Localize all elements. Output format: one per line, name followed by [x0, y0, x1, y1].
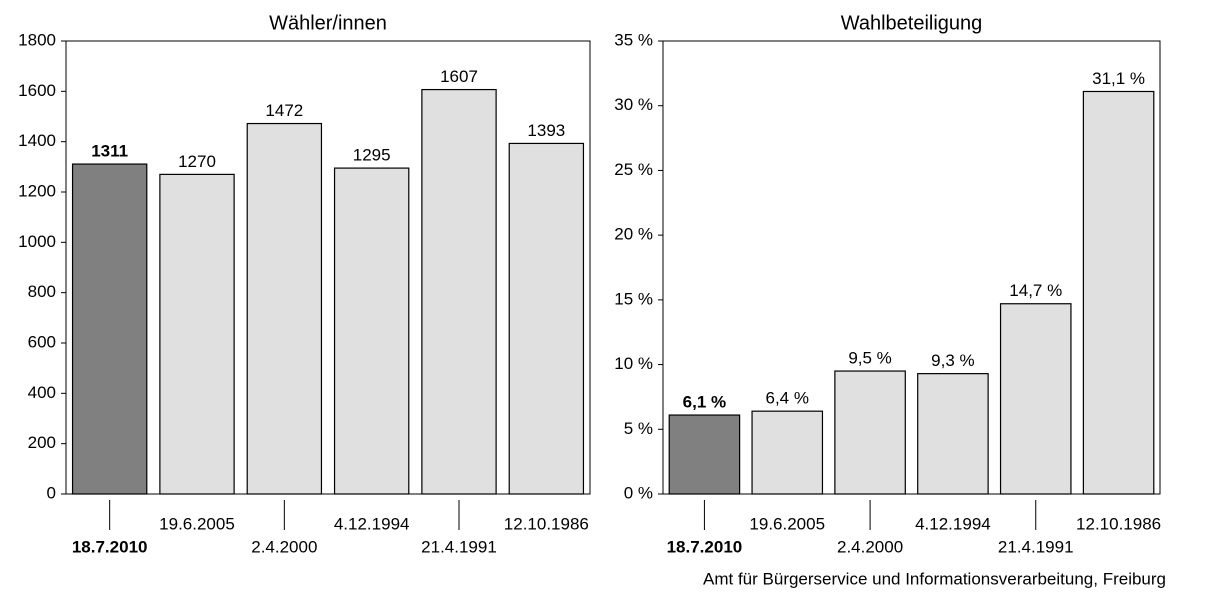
y-tick-label: 1600: [18, 81, 56, 100]
value-label: 14,7 %: [1009, 281, 1062, 300]
y-tick-label: 10 %: [614, 354, 653, 373]
value-label: 6,4 %: [766, 389, 809, 408]
value-label: 6,1 %: [683, 393, 726, 412]
y-tick-label: 400: [28, 383, 56, 402]
bar: [71, 163, 148, 495]
source-note: Amt für Bürgerservice und Informationsve…: [703, 569, 1166, 588]
value-label: 1472: [265, 101, 303, 120]
value-label: 1607: [440, 67, 478, 86]
x-tick-label: 19.6.2005: [749, 514, 825, 533]
bar: [421, 88, 497, 495]
y-tick-label: 25 %: [614, 160, 653, 179]
bar: [508, 142, 585, 495]
value-label: 9,3 %: [931, 351, 974, 370]
plot-frame: [65, 40, 591, 495]
y-tick-label: 20 %: [614, 225, 653, 244]
x-tick-label: 21.4.1991: [421, 537, 497, 556]
y-tick-label: 1200: [18, 181, 56, 200]
chart-title: Wähler/innen: [269, 12, 387, 34]
x-tick-label: 12.10.1986: [504, 514, 589, 533]
bar: [999, 303, 1072, 495]
y-tick-label: 1800: [18, 30, 56, 49]
x-tick-label: 2.4.2000: [251, 537, 317, 556]
y-tick-label: 200: [28, 433, 56, 452]
bar: [333, 167, 410, 495]
y-tick-label: 5 %: [624, 419, 653, 438]
y-tick-label: 800: [28, 282, 56, 301]
y-tick-label: 35 %: [614, 30, 653, 49]
chart-title: Wahlbeteiligung: [841, 12, 983, 34]
y-tick-label: 1000: [18, 232, 56, 251]
x-tick-label: 4.12.1994: [334, 514, 410, 533]
value-label: 1311: [91, 142, 128, 161]
y-tick-label: 0 %: [624, 483, 653, 502]
y-tick-label: 600: [28, 332, 56, 351]
y-tick-label: 1400: [18, 131, 56, 150]
y-tick-label: 30 %: [614, 95, 653, 114]
value-label: 31,1 %: [1092, 69, 1145, 88]
x-tick-label: 18.7.2010: [667, 537, 743, 556]
bar: [751, 410, 824, 495]
y-tick-label: 0: [47, 483, 56, 502]
x-tick-label: 2.4.2000: [837, 537, 903, 556]
y-tick-label: 15 %: [614, 289, 653, 308]
value-label: 9,5 %: [848, 349, 891, 368]
value-label: 1270: [178, 152, 216, 171]
bar: [917, 373, 989, 495]
bar: [246, 122, 323, 495]
plot-frame: [662, 40, 1161, 495]
x-tick-label: 4.12.1994: [915, 514, 991, 533]
x-tick-label: 21.4.1991: [998, 537, 1074, 556]
value-label: 1295: [353, 146, 391, 165]
bar: [1082, 90, 1155, 495]
x-tick-label: 19.6.2005: [159, 514, 235, 533]
bar: [834, 370, 906, 495]
x-tick-label: 18.7.2010: [72, 537, 148, 556]
x-tick-label: 12.10.1986: [1076, 514, 1161, 533]
value-label: 1393: [527, 121, 565, 140]
bar: [668, 414, 741, 495]
bar: [159, 173, 235, 495]
